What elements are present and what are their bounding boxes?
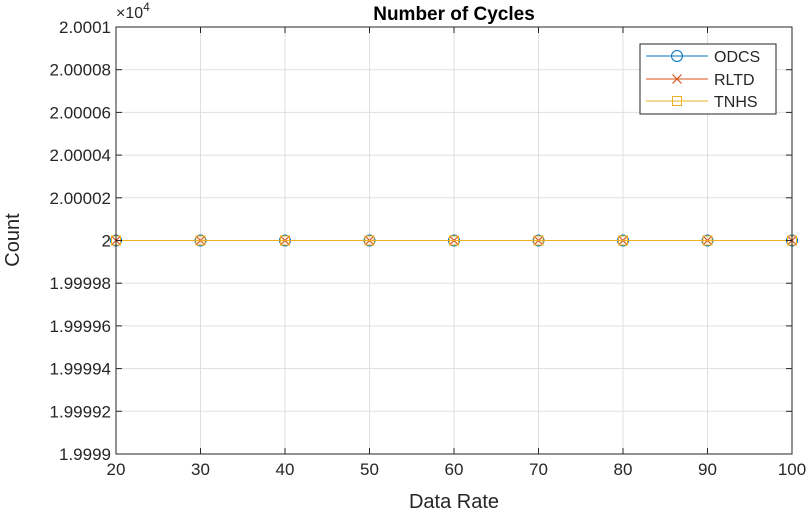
y-tick-label: 1.99998	[50, 274, 111, 293]
legend-marker	[672, 96, 682, 106]
legend-marker	[672, 74, 682, 84]
x-tick-label: 60	[445, 460, 464, 479]
x-tick-label: 90	[698, 460, 717, 479]
y-tick-label: 1.9999	[59, 445, 111, 464]
y-tick-label: 2.00004	[50, 146, 111, 165]
x-tick-label: 100	[778, 460, 806, 479]
y-tick-label: 2	[102, 232, 111, 251]
data-point-tnhs	[364, 235, 375, 246]
x-tick-label: 40	[276, 460, 295, 479]
y-tick-label: 2.0001	[59, 18, 111, 37]
y-tick-labels: 1.9999 1.99992 1.99994 1.99996 1.99998 2 2.000…	[50, 18, 111, 464]
y-scale-base: ×10	[116, 5, 143, 22]
data-point-tnhs	[195, 235, 206, 246]
y-scale-multiplier: ×104	[116, 0, 150, 22]
legend-label: RLTD	[714, 72, 755, 89]
legend-item-rltd: RLTD	[646, 72, 755, 89]
data-point-tnhs	[618, 235, 628, 246]
y-tick-label: 1.99992	[50, 402, 111, 421]
data-point-tnhs	[280, 235, 290, 246]
tick-marks	[115, 26, 793, 455]
x-tick-label: 20	[107, 460, 126, 479]
y-tick-label: 2.00006	[50, 103, 111, 122]
legend-item-odcs: ODCS	[646, 49, 760, 66]
legend: ODCS RLTD TNHS	[639, 43, 777, 115]
x-tick-label: 80	[614, 460, 633, 479]
chart-title: Number of Cycles	[373, 4, 535, 25]
legend-item-tnhs: TNHS	[646, 94, 758, 111]
x-tick-labels: 20 30 40 50 60 70 80 90 100	[107, 460, 807, 479]
data-point-tnhs	[702, 235, 713, 246]
legend-label: ODCS	[714, 49, 760, 66]
y-tick-label: 1.99996	[50, 317, 111, 336]
y-tick-label: 2.00002	[50, 189, 111, 208]
y-tick-label: 2.00008	[50, 61, 111, 80]
legend-marker	[671, 50, 683, 62]
x-tick-label: 30	[191, 460, 210, 479]
data-point-tnhs	[533, 235, 544, 246]
x-tick-label: 50	[360, 460, 379, 479]
y-axis-label: Count	[2, 213, 24, 267]
x-tick-label: 70	[529, 460, 548, 479]
y-scale-exponent: 4	[143, 0, 150, 14]
legend-label: TNHS	[714, 94, 758, 111]
x-axis-label: Data Rate	[409, 491, 499, 512]
y-tick-label: 1.99994	[50, 360, 111, 379]
data-point-tnhs	[449, 235, 459, 246]
